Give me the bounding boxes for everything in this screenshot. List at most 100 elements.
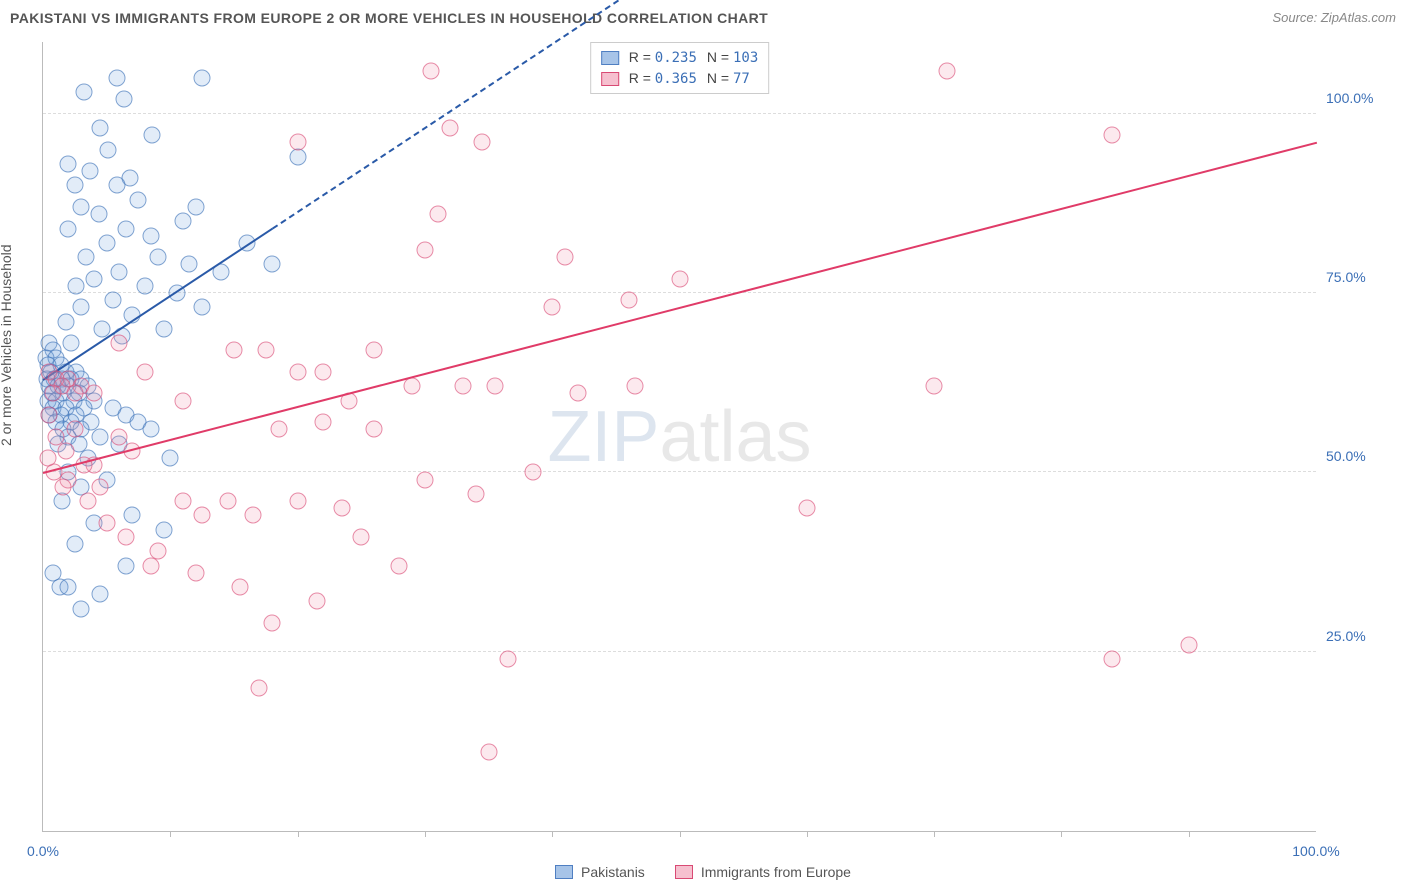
x-tick-mark [170, 831, 171, 837]
scatter-point [66, 177, 83, 194]
y-tick-label: 75.0% [1326, 269, 1386, 285]
scatter-point [68, 277, 85, 294]
scatter-point [130, 191, 147, 208]
scatter-point [60, 220, 77, 237]
scatter-point [66, 385, 83, 402]
scatter-point [315, 363, 332, 380]
scatter-point [270, 421, 287, 438]
scatter-point [149, 249, 166, 266]
scatter-point [308, 593, 325, 610]
scatter-point [544, 299, 561, 316]
scatter-point [155, 521, 172, 538]
legend-swatch [601, 51, 619, 65]
scatter-point [60, 579, 77, 596]
scatter-point [1104, 127, 1121, 144]
scatter-point [175, 493, 192, 510]
scatter-point [289, 493, 306, 510]
scatter-point [85, 270, 102, 287]
scatter-point [334, 500, 351, 517]
scatter-point [671, 270, 688, 287]
scatter-point [117, 557, 134, 574]
scatter-point [66, 536, 83, 553]
r-value: 0.235 [655, 50, 697, 66]
legend-item: Immigrants from Europe [675, 864, 851, 880]
scatter-point [232, 579, 249, 596]
watermark-brand-sub: atlas [659, 397, 811, 477]
scatter-point [143, 227, 160, 244]
scatter-point [187, 564, 204, 581]
scatter-point [264, 256, 281, 273]
scatter-point [60, 155, 77, 172]
y-tick-label: 50.0% [1326, 448, 1386, 464]
scatter-point [251, 679, 268, 696]
scatter-point [82, 163, 99, 180]
scatter-point [429, 206, 446, 223]
scatter-point [245, 507, 262, 524]
scatter-point [181, 256, 198, 273]
scatter-point [111, 263, 128, 280]
scatter-point [264, 615, 281, 632]
scatter-point [41, 406, 58, 423]
scatter-point [149, 543, 166, 560]
scatter-point [175, 213, 192, 230]
legend-label: Immigrants from Europe [701, 864, 851, 880]
scatter-point [98, 234, 115, 251]
scatter-point [442, 120, 459, 137]
legend-row: R = 0.365N = 77 [601, 68, 759, 89]
scatter-point [124, 507, 141, 524]
scatter-point [569, 385, 586, 402]
n-label: N = 77 [707, 68, 750, 89]
x-tick-label: 100.0% [1292, 843, 1339, 859]
scatter-point [194, 69, 211, 86]
scatter-point [225, 342, 242, 359]
scatter-plot: ZIPatlas R = 0.235N = 103R = 0.365N = 77… [42, 42, 1316, 832]
n-value: 103 [733, 50, 758, 66]
source-attribution: Source: ZipAtlas.com [1272, 10, 1396, 25]
scatter-point [404, 378, 421, 395]
legend-label: Pakistanis [581, 864, 645, 880]
scatter-point [556, 249, 573, 266]
scatter-point [57, 313, 74, 330]
scatter-point [423, 62, 440, 79]
plot-area: ZIPatlas R = 0.235N = 103R = 0.365N = 77… [42, 42, 1316, 832]
n-value: 77 [733, 71, 750, 87]
legend-swatch [675, 865, 693, 879]
x-tick-mark [934, 831, 935, 837]
scatter-point [525, 464, 542, 481]
scatter-point [117, 528, 134, 545]
scatter-point [108, 177, 125, 194]
y-axis-label: 2 or more Vehicles in Household [0, 244, 14, 446]
scatter-point [162, 450, 179, 467]
scatter-point [85, 385, 102, 402]
gridline [43, 471, 1316, 472]
scatter-point [73, 600, 90, 617]
scatter-point [79, 493, 96, 510]
scatter-point [474, 134, 491, 151]
scatter-point [620, 292, 637, 309]
x-tick-mark [680, 831, 681, 837]
scatter-point [92, 478, 109, 495]
scatter-point [175, 392, 192, 409]
y-tick-label: 25.0% [1326, 628, 1386, 644]
gridline [43, 113, 1316, 114]
scatter-point [73, 198, 90, 215]
scatter-point [353, 528, 370, 545]
scatter-point [136, 363, 153, 380]
scatter-point [289, 363, 306, 380]
scatter-point [73, 299, 90, 316]
x-tick-mark [1189, 831, 1190, 837]
source-name: ZipAtlas.com [1321, 10, 1396, 25]
gridline [43, 651, 1316, 652]
legend-swatch [555, 865, 573, 879]
scatter-point [92, 428, 109, 445]
scatter-point [91, 206, 108, 223]
r-label: R = 0.235 [629, 47, 697, 68]
scatter-point [1180, 636, 1197, 653]
scatter-point [365, 342, 382, 359]
scatter-point [111, 335, 128, 352]
scatter-point [257, 342, 274, 359]
scatter-point [111, 428, 128, 445]
scatter-point [136, 277, 153, 294]
scatter-point [75, 84, 92, 101]
x-tick-mark [425, 831, 426, 837]
